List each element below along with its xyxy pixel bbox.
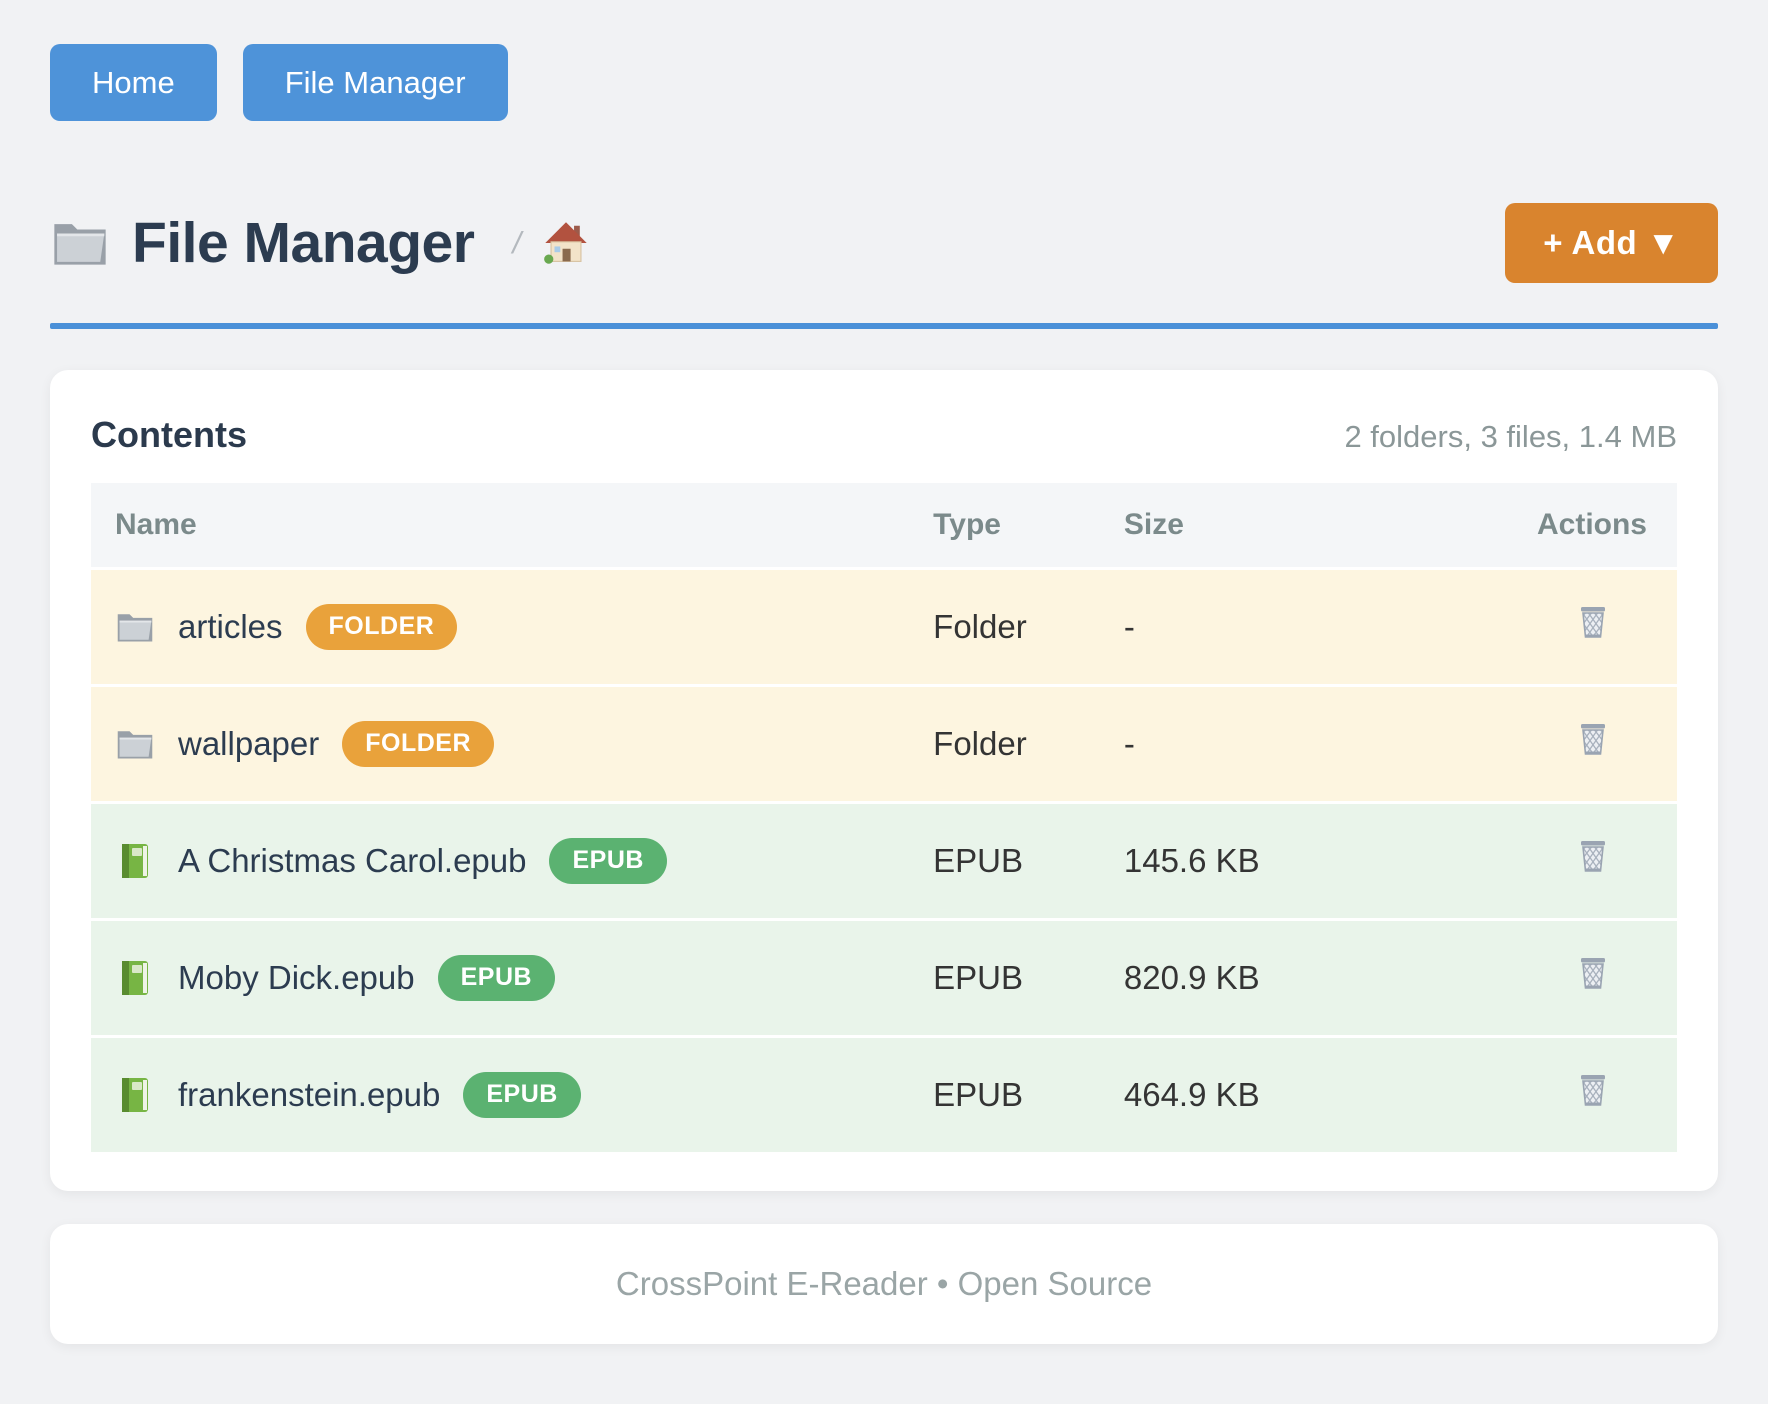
item-type: Folder xyxy=(909,567,1100,686)
title-wrap: File Manager / xyxy=(50,210,589,276)
item-name[interactable]: frankenstein.epub xyxy=(178,1076,441,1113)
type-badge: FOLDER xyxy=(342,721,495,767)
item-type: EPUB xyxy=(909,918,1100,1037)
column-header-actions: Actions xyxy=(1368,483,1677,569)
name-cell: articles FOLDER xyxy=(91,567,910,686)
top-nav: Home File Manager xyxy=(50,44,1718,121)
actions-cell xyxy=(1368,567,1677,686)
table-row: articles FOLDER Folder - xyxy=(91,567,1677,686)
trash-icon xyxy=(1573,603,1613,643)
folder-icon xyxy=(50,216,110,270)
header-row: Name Type Size Actions xyxy=(91,483,1677,569)
file-table: Name Type Size Actions articles FOLDER Fol… xyxy=(91,483,1677,1152)
file-table-body: articles FOLDER Folder - wallpaper FOLDER Fold… xyxy=(91,567,1677,1152)
column-header-type: Type xyxy=(909,483,1100,569)
contents-card-header: Contents 2 folders, 3 files, 1.4 MB xyxy=(91,414,1677,456)
actions-cell xyxy=(1368,918,1677,1037)
item-size: - xyxy=(1099,684,1369,803)
item-size: 464.9 KB xyxy=(1099,1035,1369,1152)
item-size: - xyxy=(1099,567,1369,686)
item-type: Folder xyxy=(909,684,1100,803)
column-header-name: Name xyxy=(91,483,910,569)
delete-button[interactable] xyxy=(1573,720,1613,760)
header-divider xyxy=(50,323,1718,329)
book-icon xyxy=(115,841,155,881)
contents-summary: 2 folders, 3 files, 1.4 MB xyxy=(1344,419,1677,454)
file-table-head: Name Type Size Actions xyxy=(91,483,1677,569)
actions-cell xyxy=(1368,1035,1677,1152)
book-icon xyxy=(115,958,155,998)
footer: CrossPoint E-Reader • Open Source xyxy=(50,1224,1718,1344)
name-cell: wallpaper FOLDER xyxy=(91,684,910,803)
table-row: Moby Dick.epub EPUB EPUB 820.9 KB xyxy=(91,918,1677,1037)
delete-button[interactable] xyxy=(1573,837,1613,877)
nav-file-manager-button[interactable]: File Manager xyxy=(242,44,508,121)
trash-icon xyxy=(1573,837,1613,877)
item-name[interactable]: Moby Dick.epub xyxy=(178,959,415,996)
item-name[interactable]: A Christmas Carol.epub xyxy=(178,842,527,879)
type-badge: EPUB xyxy=(437,955,556,1001)
type-badge: EPUB xyxy=(463,1072,581,1118)
house-icon[interactable] xyxy=(543,220,589,266)
item-name[interactable]: wallpaper xyxy=(178,725,320,762)
nav-home-button[interactable]: Home xyxy=(50,44,217,121)
delete-button[interactable] xyxy=(1573,603,1613,643)
contents-title: Contents xyxy=(91,414,247,455)
breadcrumb-separator: / xyxy=(512,225,522,260)
name-cell: Moby Dick.epub EPUB xyxy=(91,918,910,1037)
item-type: EPUB xyxy=(909,801,1100,920)
add-button[interactable]: + Add ▼ xyxy=(1505,203,1718,283)
type-badge: FOLDER xyxy=(305,604,458,650)
item-size: 820.9 KB xyxy=(1099,918,1369,1037)
item-size: 145.6 KB xyxy=(1099,801,1369,920)
folder-icon xyxy=(115,724,155,764)
delete-button[interactable] xyxy=(1573,954,1613,994)
footer-text: CrossPoint E-Reader • Open Source xyxy=(615,1265,1153,1302)
table-row: frankenstein.epub EPUB EPUB 464.9 KB xyxy=(91,1035,1677,1152)
item-type: EPUB xyxy=(909,1035,1100,1152)
page-header: File Manager / + Add ▼ xyxy=(50,203,1718,283)
actions-cell xyxy=(1368,684,1677,803)
book-icon xyxy=(115,1075,155,1115)
table-row: A Christmas Carol.epub EPUB EPUB 145.6 KB xyxy=(91,801,1677,920)
item-name[interactable]: articles xyxy=(178,608,283,645)
trash-icon xyxy=(1573,720,1613,760)
name-cell: frankenstein.epub EPUB xyxy=(91,1035,910,1152)
actions-cell xyxy=(1368,801,1677,920)
folder-icon xyxy=(115,607,155,647)
trash-icon xyxy=(1573,954,1613,994)
contents-card: Contents 2 folders, 3 files, 1.4 MB Name… xyxy=(50,370,1718,1191)
trash-icon xyxy=(1573,1071,1613,1111)
page-title: File Manager xyxy=(132,211,475,275)
type-badge: EPUB xyxy=(549,838,667,884)
name-cell: A Christmas Carol.epub EPUB xyxy=(91,801,910,920)
table-row: wallpaper FOLDER Folder - xyxy=(91,684,1677,803)
delete-button[interactable] xyxy=(1573,1071,1613,1111)
column-header-size: Size xyxy=(1099,483,1369,569)
